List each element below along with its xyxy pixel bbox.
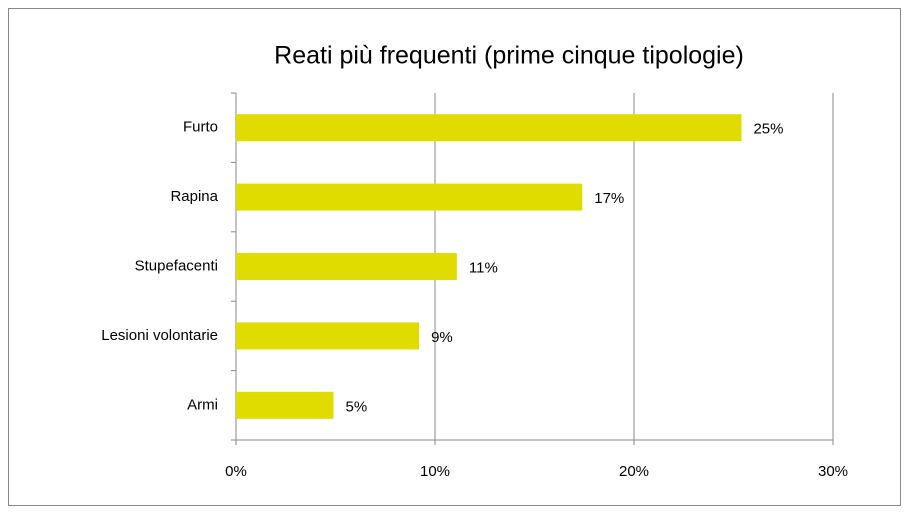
x-tick-label: 0% <box>225 463 247 480</box>
data-label: 5% <box>346 398 368 415</box>
y-tick-label: Furto <box>183 119 218 136</box>
data-label: 17% <box>594 190 624 207</box>
bar <box>236 114 742 142</box>
data-label: 25% <box>753 121 783 138</box>
y-tick-label: Stupefacenti <box>135 257 218 274</box>
y-tick-label: Rapina <box>170 188 218 205</box>
data-label: 11% <box>469 259 498 276</box>
x-tick-label: 10% <box>420 463 450 480</box>
y-tick-label: Lesioni volontarie <box>101 327 218 344</box>
x-tick-label: 30% <box>818 463 848 480</box>
y-tick-label: Armi <box>187 396 218 413</box>
bar <box>236 253 457 280</box>
data-label: 9% <box>431 329 453 346</box>
bar <box>236 391 334 419</box>
bar <box>236 322 420 350</box>
bar <box>236 183 583 211</box>
x-tick-label: 20% <box>619 463 649 480</box>
chart-title: Reati più frequenti (prime cinque tipolo… <box>274 42 744 70</box>
